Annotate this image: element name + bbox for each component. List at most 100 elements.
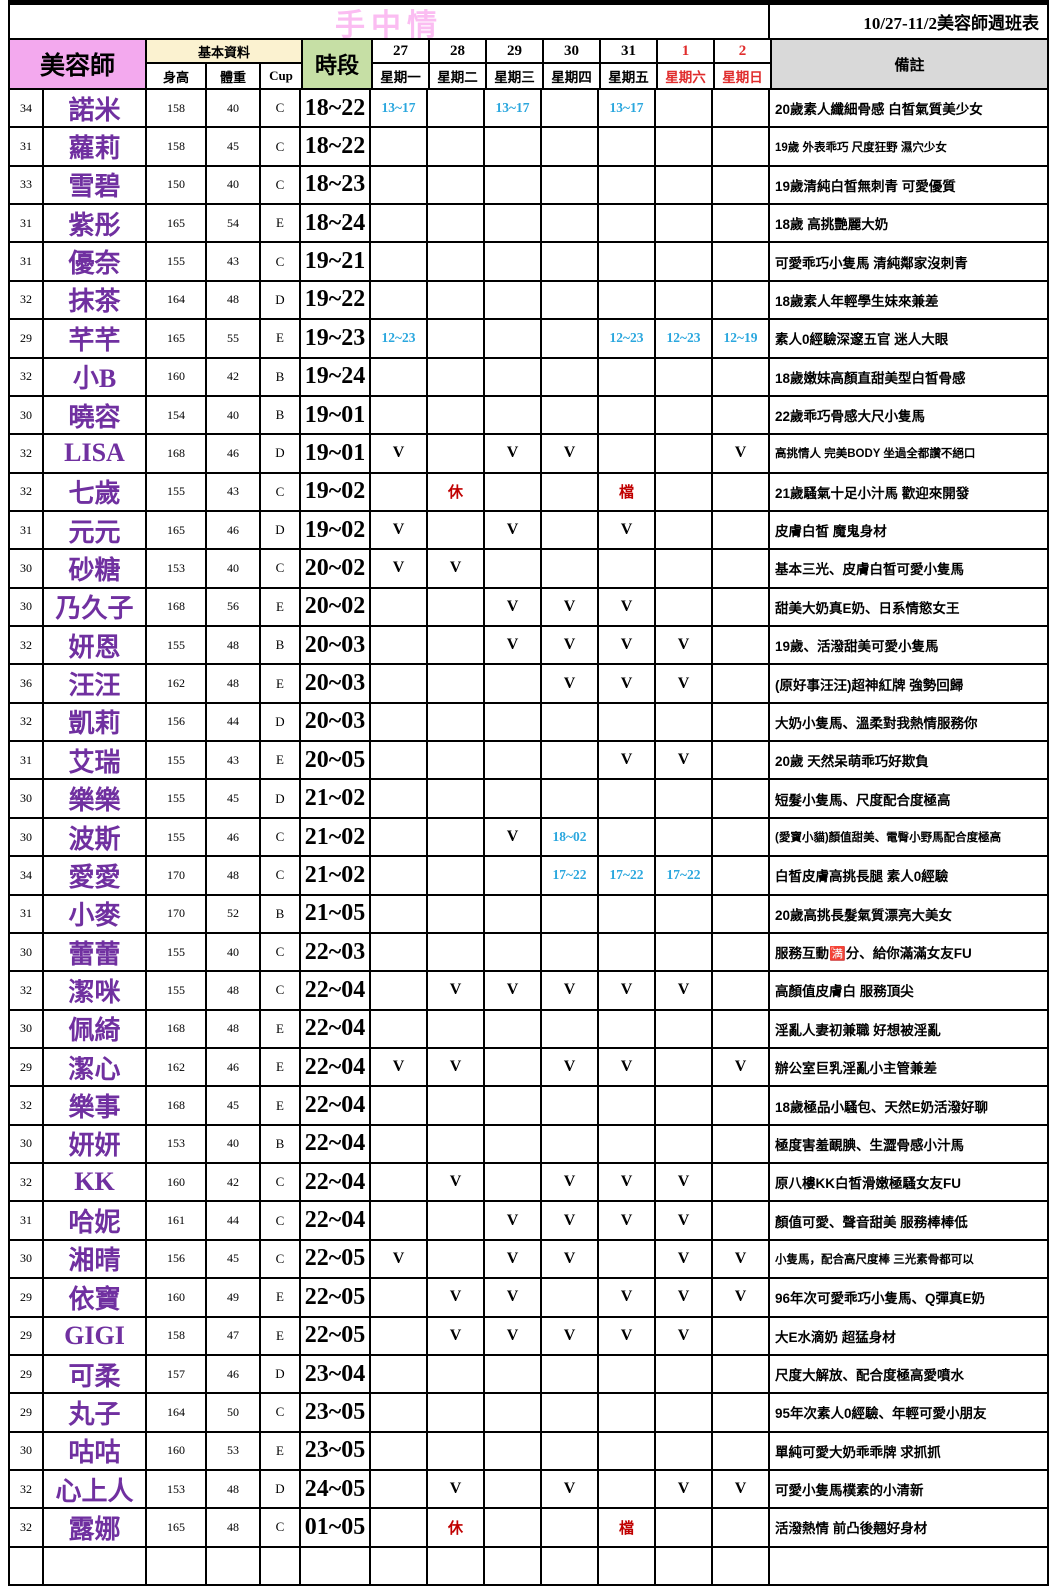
schedule-cell xyxy=(428,1355,485,1393)
schedule-cell: V xyxy=(485,972,542,1009)
schedule-cell xyxy=(713,857,770,894)
schedule-cell xyxy=(713,588,770,626)
table-row: 29 丸子 164 50 C 23~05 95年次素人0經驗、年輕可愛小朋友 xyxy=(10,1394,1047,1433)
table-row: 32 潔咪 155 48 C 22~04 V V V V V 高顏值皮膚白 服務頂尖 xyxy=(10,972,1047,1011)
schedule-cell xyxy=(485,205,542,242)
age-cell: 32 xyxy=(10,473,44,510)
beautician-name: 元元 xyxy=(44,511,147,549)
schedule-cell: V xyxy=(713,1279,770,1316)
empty-cell xyxy=(713,1547,770,1585)
schedule-cell xyxy=(542,1509,599,1546)
table-body: 34 諾米 158 40 C 18~22 13~17 13~17 13~17 20歲素人纖細骨感 … xyxy=(10,90,1047,1586)
schedule-cell: V xyxy=(542,665,599,702)
schedule-cell xyxy=(713,1509,770,1546)
time-slot-cell: 20~03 xyxy=(301,665,371,702)
cup-cell: E xyxy=(261,588,301,626)
schedule-cell xyxy=(599,1470,656,1508)
schedule-cell xyxy=(542,1087,599,1124)
schedule-cell xyxy=(485,1164,542,1201)
empty-cell xyxy=(599,1547,656,1585)
schedule-cell xyxy=(542,550,599,587)
schedule-cell xyxy=(713,1202,770,1239)
schedule-cell xyxy=(599,1125,656,1163)
cup-cell: C xyxy=(261,473,301,510)
schedule-cell: V xyxy=(371,511,428,549)
schedule-cell xyxy=(713,1394,770,1431)
schedule-cell: V xyxy=(485,511,542,549)
schedule-cell xyxy=(371,1355,428,1393)
schedule-cell xyxy=(485,1010,542,1047)
time-slot-cell: 21~02 xyxy=(301,818,371,856)
time-slot-cell: 23~05 xyxy=(301,1394,371,1431)
schedule-cell xyxy=(599,281,656,319)
schedule-cell xyxy=(428,358,485,395)
schedule-cell xyxy=(713,1355,770,1393)
cup-cell: D xyxy=(261,1470,301,1508)
beautician-name: 紫彤 xyxy=(44,205,147,242)
schedule-cell xyxy=(656,550,713,587)
schedule-cell xyxy=(485,281,542,319)
weight-cell: 40 xyxy=(207,550,261,587)
schedule-cell: 13~17 xyxy=(485,90,542,127)
schedule-cell xyxy=(371,933,428,971)
schedule-cell xyxy=(656,166,713,204)
header-date: 29 xyxy=(487,40,544,64)
remark-cell: 19歲、活潑甜美可愛小隻馬 xyxy=(775,639,939,655)
beautician-name: 汪汪 xyxy=(44,665,147,702)
schedule-cell xyxy=(713,933,770,971)
beautician-name: 凱莉 xyxy=(44,703,147,741)
schedule-cell: V xyxy=(428,1164,485,1201)
weight-cell: 45 xyxy=(207,780,261,817)
schedule-cell xyxy=(371,895,428,932)
table-row: 32 KK 160 42 C 22~04 V V V V 原八樓KK白皙滑嫩極騷女友FU xyxy=(10,1164,1047,1203)
header-date: 1 xyxy=(658,40,715,64)
schedule-cell xyxy=(713,1317,770,1354)
weight-cell: 55 xyxy=(207,320,261,357)
table-row: 30 蕾蕾 155 40 C 22~03 服務互動🈵分、給你滿滿女友FU xyxy=(10,933,1047,973)
schedule-cell: V xyxy=(428,1279,485,1316)
schedule-cell xyxy=(656,703,713,741)
table-row: 31 元元 165 46 D 19~02 V V V 皮膚白皙 魔鬼身材 xyxy=(10,511,1047,551)
schedule-cell xyxy=(428,1240,485,1278)
time-slot-cell: 21~02 xyxy=(301,857,371,894)
table-row: 32 露娜 165 48 C 01~05 休 檔 活潑熱情 前凸後翹好身材 xyxy=(10,1509,1047,1548)
schedule-cell xyxy=(428,742,485,779)
table-row: 30 咕咕 160 53 E 23~05 單純可愛大奶乖乖牌 求抓抓 xyxy=(10,1432,1047,1471)
schedule-cell xyxy=(656,818,713,856)
cup-cell: C xyxy=(261,857,301,894)
beautician-name: 依寶 xyxy=(44,1279,147,1316)
header-weekday: 星期五 xyxy=(601,64,658,88)
remark-cell: 19歲清純白皙無刺青 可愛優質 xyxy=(775,178,956,194)
time-slot-cell: 19~01 xyxy=(301,396,371,434)
remark-cell: 原八樓KK白皙滑嫩極騷女友FU xyxy=(775,1176,961,1192)
remark-cell: 尺度大解放、配合度極高愛噴水 xyxy=(775,1368,964,1384)
beautician-name: KK xyxy=(44,1164,147,1201)
age-cell: 31 xyxy=(10,895,44,932)
height-cell: 162 xyxy=(147,1048,207,1086)
schedule-cell xyxy=(599,1355,656,1393)
schedule-cell xyxy=(599,933,656,971)
schedule-cell xyxy=(485,396,542,434)
schedule-cell xyxy=(656,933,713,971)
time-slot-cell: 24~05 xyxy=(301,1470,371,1508)
schedule-cell: 休 xyxy=(428,1509,485,1546)
schedule-cell xyxy=(371,1202,428,1239)
height-cell: 154 xyxy=(147,396,207,434)
schedule-cell xyxy=(542,90,599,127)
schedule-cell xyxy=(428,396,485,434)
schedule-cell: V xyxy=(485,818,542,856)
remark-cell: 18歲極品小騷包、天然E奶活潑好聊 xyxy=(775,1099,989,1115)
schedule-cell: V xyxy=(656,665,713,702)
partial-row xyxy=(10,1547,1047,1586)
table-row: 32 妍恩 155 48 B 20~03 V V V V 19歲、活潑甜美可愛小隻馬 xyxy=(10,627,1047,666)
schedule-cell xyxy=(485,780,542,817)
cup-cell: E xyxy=(261,320,301,357)
height-cell: 158 xyxy=(147,128,207,165)
cup-cell: E xyxy=(261,205,301,242)
age-cell: 29 xyxy=(10,1048,44,1086)
height-cell: 150 xyxy=(147,166,207,204)
remark-cell: 小隻馬，配合高尺度棒 三光素骨都可以 xyxy=(775,1253,974,1266)
table-row: 32 LISA 168 46 D 19~01 V V V V 高挑情人 完美BODY 坐過全都讚不絕… xyxy=(10,435,1047,474)
height-cell: 155 xyxy=(147,243,207,280)
schedule-cell xyxy=(599,703,656,741)
